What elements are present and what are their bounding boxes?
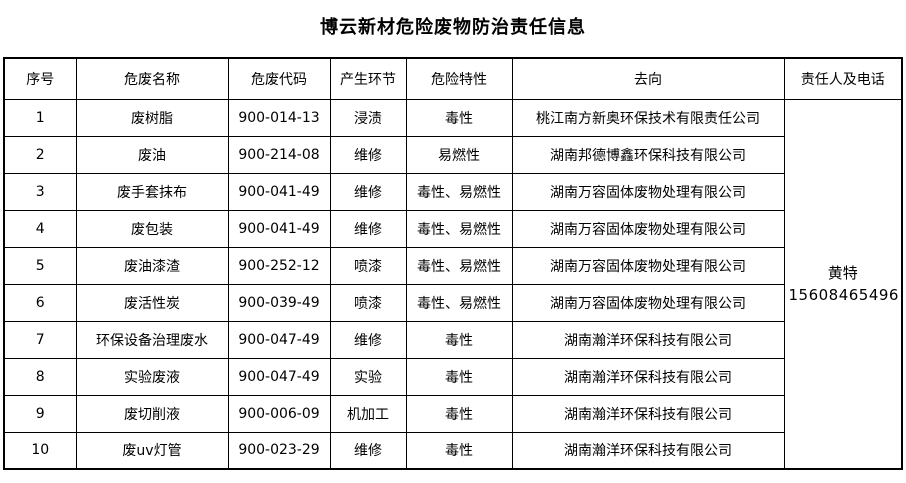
cell-hazard: 毒性 bbox=[405, 394, 513, 433]
cell-no: 4 bbox=[3, 209, 77, 248]
cell-destination: 湖南万容固体废物处理有限公司 bbox=[511, 172, 785, 211]
cell-no: 5 bbox=[3, 246, 77, 285]
table-row: 7 环保设备治理废水 900-047-49 维修 毒性 湖南瀚洋环保科技有限公司 bbox=[3, 320, 902, 359]
cell-stage: 维修 bbox=[329, 320, 407, 359]
hazardous-waste-table: 序号 危废名称 危废代码 产生环节 危险特性 去向 责任人及电话 1 废树脂 9… bbox=[3, 57, 903, 470]
table-row: 8 实验废液 900-047-49 实验 毒性 湖南瀚洋环保科技有限公司 bbox=[3, 357, 902, 396]
table-row: 9 废切削液 900-006-09 机加工 毒性 湖南瀚洋环保科技有限公司 bbox=[3, 394, 902, 433]
cell-no: 9 bbox=[3, 394, 77, 433]
cell-destination: 桃江南方新奥环保技术有限责任公司 bbox=[511, 98, 785, 137]
header-destination: 去向 bbox=[511, 57, 785, 100]
cell-name: 废活性炭 bbox=[75, 283, 229, 322]
cell-code: 900-006-09 bbox=[227, 394, 331, 433]
responsible-name: 黄特 bbox=[827, 263, 858, 282]
cell-code: 900-014-13 bbox=[227, 98, 331, 137]
header-row: 序号 危废名称 危废代码 产生环节 危险特性 去向 责任人及电话 bbox=[3, 57, 903, 100]
table-row: 10 废uv灯管 900-023-29 维修 毒性 湖南瀚洋环保科技有限公司 bbox=[3, 431, 902, 470]
cell-name: 废手套抹布 bbox=[75, 172, 229, 211]
cell-name: 环保设备治理废水 bbox=[75, 320, 229, 359]
responsible-phone: 15608465496 bbox=[788, 285, 899, 304]
table-row: 6 废活性炭 900-039-49 喷漆 毒性、易燃性 湖南万容固体废物处理有限… bbox=[3, 283, 902, 322]
cell-destination: 湖南瀚洋环保科技有限公司 bbox=[511, 357, 785, 396]
cell-hazard: 毒性、易燃性 bbox=[405, 172, 513, 211]
table-row: 3 废手套抹布 900-041-49 维修 毒性、易燃性 湖南万容固体废物处理有… bbox=[3, 172, 902, 211]
cell-no: 1 bbox=[3, 98, 77, 137]
header-name: 危废名称 bbox=[75, 57, 229, 100]
cell-code: 900-252-12 bbox=[227, 246, 331, 285]
cell-name: 实验废液 bbox=[75, 357, 229, 396]
cell-stage: 浸渍 bbox=[329, 98, 407, 137]
cell-hazard: 毒性、易燃性 bbox=[405, 246, 513, 285]
cell-destination: 湖南邦德博鑫环保科技有限公司 bbox=[511, 135, 785, 174]
header-code: 危废代码 bbox=[227, 57, 331, 100]
cell-name: 废uv灯管 bbox=[75, 431, 229, 470]
header-stage: 产生环节 bbox=[329, 57, 407, 100]
cell-destination: 湖南瀚洋环保科技有限公司 bbox=[511, 394, 785, 433]
header-no: 序号 bbox=[3, 57, 77, 100]
table-row: 1 废树脂 900-014-13 浸渍 毒性 桃江南方新奥环保技术有限责任公司 … bbox=[3, 98, 903, 470]
cell-code: 900-041-49 bbox=[227, 209, 331, 248]
table-row: 5 废油漆渣 900-252-12 喷漆 毒性、易燃性 湖南万容固体废物处理有限… bbox=[3, 246, 902, 285]
cell-code: 900-047-49 bbox=[227, 320, 331, 359]
cell-no: 7 bbox=[3, 320, 77, 359]
cell-no: 8 bbox=[3, 357, 77, 396]
table-row: 2 废油 900-214-08 维修 易燃性 湖南邦德博鑫环保科技有限公司 bbox=[3, 135, 902, 174]
cell-destination: 湖南万容固体废物处理有限公司 bbox=[511, 246, 785, 285]
cell-hazard: 毒性、易燃性 bbox=[405, 209, 513, 248]
cell-stage: 维修 bbox=[329, 209, 407, 248]
cell-stage: 实验 bbox=[329, 357, 407, 396]
cell-hazard: 毒性 bbox=[405, 98, 513, 137]
cell-stage: 维修 bbox=[329, 172, 407, 211]
cell-name: 废树脂 bbox=[75, 98, 229, 137]
cell-responsible-contact: 黄特 15608465496 bbox=[783, 98, 903, 470]
cell-hazard: 毒性 bbox=[405, 431, 513, 470]
cell-name: 废油漆渣 bbox=[75, 246, 229, 285]
cell-stage: 机加工 bbox=[329, 394, 407, 433]
cell-code: 900-023-29 bbox=[227, 431, 331, 470]
cell-code: 900-041-49 bbox=[227, 172, 331, 211]
cell-hazard: 毒性、易燃性 bbox=[405, 283, 513, 322]
cell-name: 废包装 bbox=[75, 209, 229, 248]
cell-no: 6 bbox=[3, 283, 77, 322]
cell-stage: 维修 bbox=[329, 135, 407, 174]
page-title: 博云新材危险废物防治责任信息 bbox=[320, 17, 586, 38]
cell-no: 2 bbox=[3, 135, 77, 174]
cell-destination: 湖南万容固体废物处理有限公司 bbox=[511, 283, 785, 322]
cell-stage: 喷漆 bbox=[329, 246, 407, 285]
cell-code: 900-047-49 bbox=[227, 357, 331, 396]
cell-stage: 喷漆 bbox=[329, 283, 407, 322]
cell-destination: 湖南瀚洋环保科技有限公司 bbox=[511, 320, 785, 359]
cell-stage: 维修 bbox=[329, 431, 407, 470]
table-row: 4 废包装 900-041-49 维修 毒性、易燃性 湖南万容固体废物处理有限公… bbox=[3, 209, 902, 248]
cell-name: 废切削液 bbox=[75, 394, 229, 433]
header-contact: 责任人及电话 bbox=[783, 57, 903, 100]
cell-name: 废油 bbox=[75, 135, 229, 174]
cell-hazard: 易燃性 bbox=[405, 135, 513, 174]
cell-destination: 湖南瀚洋环保科技有限公司 bbox=[511, 431, 785, 470]
cell-code: 900-214-08 bbox=[227, 135, 331, 174]
cell-hazard: 毒性 bbox=[405, 357, 513, 396]
cell-no: 3 bbox=[3, 172, 77, 211]
cell-hazard: 毒性 bbox=[405, 320, 513, 359]
cell-no: 10 bbox=[3, 431, 77, 470]
cell-code: 900-039-49 bbox=[227, 283, 331, 322]
header-hazard: 危险特性 bbox=[405, 57, 513, 100]
cell-destination: 湖南万容固体废物处理有限公司 bbox=[511, 209, 785, 248]
